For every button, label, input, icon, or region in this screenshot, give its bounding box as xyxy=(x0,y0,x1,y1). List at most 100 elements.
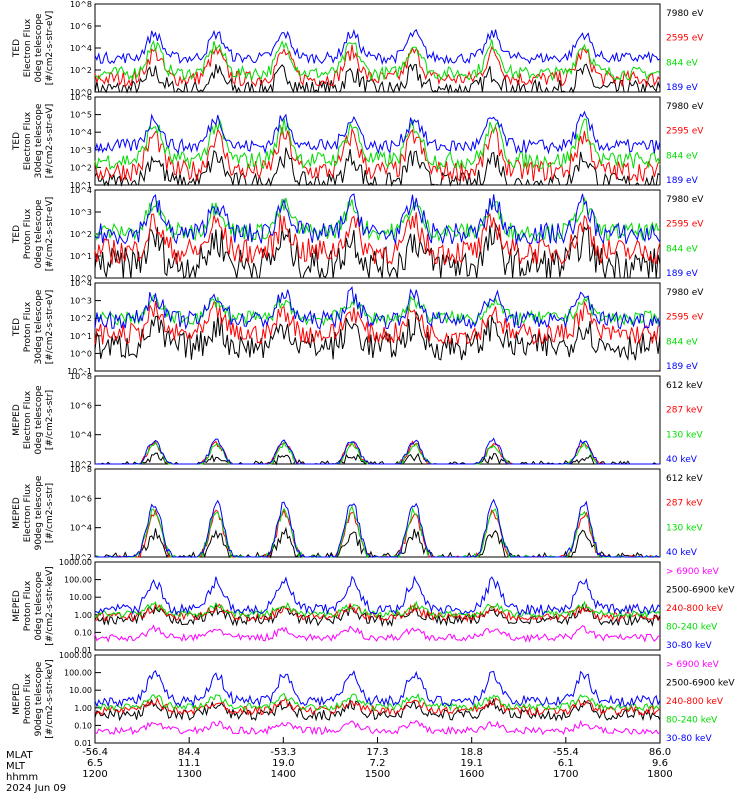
panel-1-series-1-line xyxy=(94,63,661,94)
panel-5-ytick-label: 10^6 xyxy=(70,401,92,410)
panel-4-ylabel-line: TED xyxy=(12,318,22,337)
panel-3-series-4-line xyxy=(94,193,661,245)
panel-3-ytick-label: 10^3 xyxy=(70,208,92,217)
panel-8-series-3-line xyxy=(94,696,661,717)
panel-2-series-1-line xyxy=(94,147,661,187)
panel-7-legend-2: 2500-6900 keV xyxy=(666,586,735,596)
panel-4-legend-4: 189 eV xyxy=(666,362,699,372)
panel-7-series-4-line xyxy=(94,600,661,619)
panel-6-ylabel-line: MEPED xyxy=(12,497,22,529)
panel-5-series-4-line xyxy=(95,437,660,465)
panel-4-legend-1: 7980 eV xyxy=(666,288,704,298)
x-axis-tick-label: 17.3 xyxy=(366,747,388,758)
panel-2-legend-3: 844 eV xyxy=(666,151,699,161)
panel-3-series-2-line xyxy=(94,212,661,266)
panel-2-series-3-line xyxy=(94,117,661,171)
panel-7-legend-5: 30-80 keV xyxy=(666,641,712,651)
panel-3-ylabel-line: 0deg telescope xyxy=(34,199,44,269)
panel-6-ylabel-line: 90deg telescope xyxy=(34,475,44,550)
x-axis-row-label-mlt: MLT xyxy=(6,761,25,772)
x-axis-tick-label: 7.2 xyxy=(370,758,386,769)
panel-4-ytick-label: 10^4 xyxy=(70,279,92,288)
panel-7-ytick-label: 10.00 xyxy=(69,593,92,602)
panel-3-ytick-label: 10^2 xyxy=(70,230,92,239)
panel-3-series-3-line xyxy=(94,196,661,243)
x-axis-row-label-mlat: MLAT xyxy=(6,750,33,761)
x-axis-tick-label: 86.0 xyxy=(649,747,671,758)
panel-2-ytick-label: 10^5 xyxy=(70,111,92,120)
panel-1-ylabel-line: [#/cm2-s-str-eV] xyxy=(45,11,55,86)
panel-8-series-2-line xyxy=(94,697,661,722)
panel-6-ytick-label: 10^4 xyxy=(70,524,92,533)
x-axis-tick-label: 6.5 xyxy=(87,758,103,769)
panel-4-ytick-label: 10^3 xyxy=(70,297,92,306)
panel-4-ytick-label: 10^-1 xyxy=(67,367,92,376)
panel-1-series-3-line xyxy=(94,39,661,82)
x-axis-tick-label: 18.8 xyxy=(461,747,483,758)
panel-8-series-4-line xyxy=(94,692,661,712)
panel-2-legend-2: 2595 eV xyxy=(666,127,704,137)
panel-7-legend-1: > 6900 keV xyxy=(666,567,720,577)
x-axis-tick-label: 11.1 xyxy=(178,758,200,769)
panel-5-ytick-label: 10^4 xyxy=(70,431,92,440)
panel-3-ytick-label: 10^1 xyxy=(70,252,92,261)
panel-2-ylabel-line: [#/cm2-s-str-eV] xyxy=(45,104,55,179)
panel-3-ylabel-line: Proton Flux xyxy=(23,208,33,259)
panel-3-legend-3: 844 eV xyxy=(666,244,699,254)
panel-8-series-1-line xyxy=(94,719,661,736)
x-axis-tick-label: 84.4 xyxy=(178,747,200,758)
panel-5-frame xyxy=(94,375,661,465)
panel-5-legend-4: 40 keV xyxy=(666,455,698,465)
panel-4-ytick-label: 10^2 xyxy=(70,314,92,323)
panel-7-ytick-label: 100.00 xyxy=(64,576,92,585)
panel-7-ytick-label: 1.00 xyxy=(74,611,92,620)
panel-1-legend-1: 7980 eV xyxy=(666,9,704,19)
x-axis-tick-label: 1700 xyxy=(553,769,578,780)
panel-8-ylabel-line: Proton Flux xyxy=(23,673,33,724)
panel-5-legend-2: 287 keV xyxy=(666,406,703,416)
x-axis-tick-label: 19.0 xyxy=(272,758,294,769)
x-axis-date-label: 2024 Jun 09 xyxy=(6,783,67,794)
panel-6-legend-1: 612 keV xyxy=(666,474,703,484)
panel-2-legend-4: 189 eV xyxy=(666,176,699,186)
panel-7-ytick-label: 0.10 xyxy=(74,628,92,637)
panel-5-ytick-label: 10^2 xyxy=(70,460,92,469)
panel-8-ylabel-line: [#/cm2-s-str-keV] xyxy=(45,659,55,738)
panel-8-ytick-label: 1000.00 xyxy=(59,651,92,660)
panel-2-ytick-label: 10^2 xyxy=(70,163,92,172)
x-axis-tick-label: 6.1 xyxy=(558,758,574,769)
panel-1-ylabel-line: 0deg telescope xyxy=(34,13,44,83)
panel-5-legend-1: 612 keV xyxy=(666,381,703,391)
panel-3-ytick-label: 10^4 xyxy=(70,186,92,195)
panel-3-legend-2: 2595 eV xyxy=(666,220,704,230)
panel-2-ytick-label: 10^4 xyxy=(70,128,92,137)
panel-6-series-4-line xyxy=(94,498,660,558)
panel-7-legend-3: 240-800 keV xyxy=(666,604,724,614)
x-axis-tick-label: -53.3 xyxy=(270,747,296,758)
panel-4-ylabel-line: Proton Flux xyxy=(23,301,33,352)
panel-6-ytick-label: 10^8 xyxy=(70,465,92,474)
panel-7-frame xyxy=(94,561,661,651)
panel-5-ytick-label: 10^8 xyxy=(70,372,92,381)
panel-2-ytick-label: 10^3 xyxy=(70,146,92,155)
panel-6-ylabel-line: Electron Flux xyxy=(23,483,33,542)
panel-3-legend-1: 7980 eV xyxy=(666,195,704,205)
panel-8-series-5-line xyxy=(94,670,661,708)
panel-3-ytick-label: 10^0 xyxy=(70,274,92,283)
panel-8-legend-5: 30-80 keV xyxy=(666,734,712,744)
panel-6-legend-3: 130 keV xyxy=(666,523,703,533)
panel-1-ytick-label: 10^6 xyxy=(70,22,92,31)
panel-7-legend-4: 80-240 keV xyxy=(666,623,718,633)
panel-3-ylabel-line: [#/cm2-s-str-eV] xyxy=(45,197,55,272)
panel-6-legend-2: 287 keV xyxy=(666,499,703,509)
panel-4-legend-3: 844 eV xyxy=(666,337,699,347)
panel-8-ytick-label: 10.00 xyxy=(69,686,92,695)
panel-8-ytick-label: 0.10 xyxy=(74,721,92,730)
panel-4-legend-2: 2595 eV xyxy=(666,313,704,323)
panel-3-series-1-line xyxy=(94,222,661,280)
panel-4-ytick-label: 10^0 xyxy=(70,349,92,358)
panel-8-legend-3: 240-800 keV xyxy=(666,697,724,707)
panel-4-ylabel-line: [#/cm2-s-str-eV] xyxy=(45,290,55,365)
panel-1-ylabel-line: TED xyxy=(12,39,22,58)
